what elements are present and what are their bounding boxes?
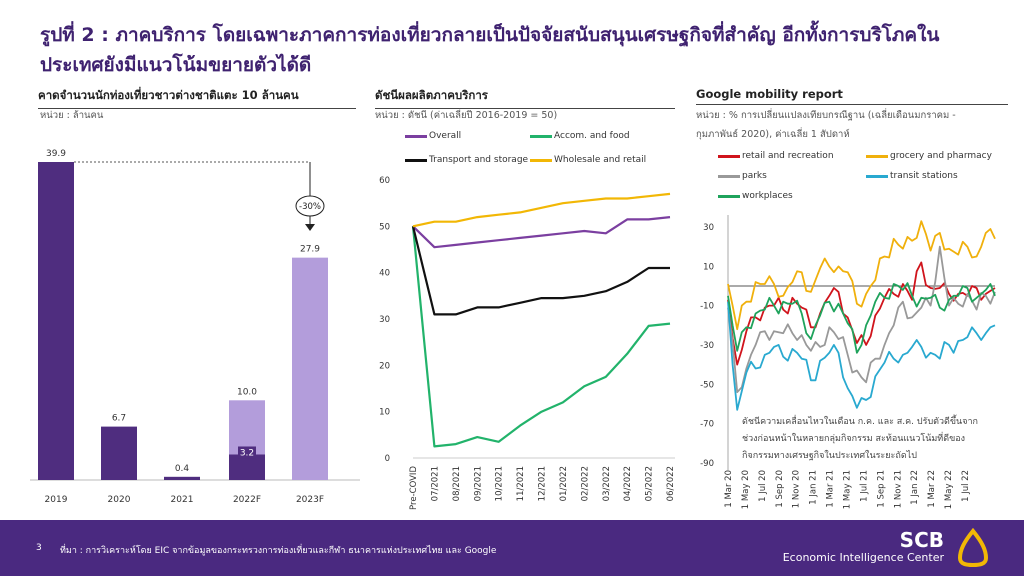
scb-logo-icon bbox=[957, 528, 989, 568]
x-tick: 04/2022 bbox=[623, 466, 633, 501]
y-tick: -90 bbox=[700, 459, 714, 469]
series-workplaces bbox=[727, 282, 996, 354]
x-tick: 1 Jan 21 bbox=[809, 470, 819, 505]
x-tick: Pre-COVID bbox=[409, 466, 419, 510]
legend-transit: transit stations bbox=[866, 171, 958, 181]
x-tick: 1 Mar 22 bbox=[927, 470, 937, 508]
series-parks bbox=[727, 245, 996, 393]
charts-canvas: 39.9 2019 6.7 2020 0.4 2021 10.0 2022F 27.9 2023F… bbox=[30, 149, 996, 510]
x-tick: 06/2022 bbox=[666, 466, 676, 501]
legend-grocery: grocery and pharmacy bbox=[866, 151, 992, 161]
series-overall bbox=[412, 216, 671, 249]
y-tick: 50 bbox=[379, 222, 390, 232]
x-tick: 1 Jul 22 bbox=[961, 470, 971, 502]
y-tick: 10 bbox=[703, 262, 714, 272]
legend-transport: Transport and storage bbox=[405, 155, 528, 165]
series-accom-and-food bbox=[411, 226, 671, 448]
y-tick: 30 bbox=[379, 315, 390, 325]
line-chart-title: ดัชนีผลผลิตภาคบริการ bbox=[375, 87, 675, 109]
x-tick: 1 May 20 bbox=[741, 470, 751, 509]
x-tick: 2022F bbox=[233, 495, 261, 505]
bar-chart-title: คาดจำนวนนักท่องเที่ยวชาวต่างชาติแตะ 10 ล… bbox=[38, 87, 356, 109]
bar-label-actual: 3.2 bbox=[240, 448, 254, 458]
series-retail-and-recreation bbox=[727, 261, 996, 366]
line-chart-unit: หน่วย : ดัชนี (ค่าเฉลี่ยปี 2016-2019 = 5… bbox=[375, 110, 558, 121]
bar-2019 bbox=[38, 162, 74, 480]
bar-label: 0.4 bbox=[175, 464, 190, 474]
legend-wholesale: Wholesale and retail bbox=[530, 155, 646, 165]
bar-chart-unit: หน่วย : ล้านคน bbox=[40, 110, 104, 121]
y-tick: -30 bbox=[700, 341, 714, 351]
bar-2021 bbox=[164, 476, 200, 480]
annotation-bubble bbox=[295, 195, 325, 217]
page-title-line2: ประเทศยังมีแนวโน้มขยายตัวได้ดี bbox=[40, 54, 312, 76]
y-tick: -50 bbox=[700, 380, 714, 390]
x-tick: 1 May 22 bbox=[944, 470, 954, 509]
mobility-note: ดัชนีความเคลื่อนไหวในเดือน ก.ค. และ ส.ค.… bbox=[742, 417, 978, 461]
x-tick: 05/2022 bbox=[645, 466, 655, 501]
page-number: 3 bbox=[36, 543, 42, 553]
x-tick: 01/2022 bbox=[559, 466, 569, 501]
mobility-unit-1: หน่วย : % การเปลี่ยนแปลงเทียบกรณีฐาน (เฉ… bbox=[696, 110, 956, 121]
x-tick: 1 Nov 21 bbox=[893, 470, 903, 508]
legend-retail: retail and recreation bbox=[718, 151, 834, 161]
mobility-chart-title: Google mobility report bbox=[696, 87, 1008, 105]
source-text: ที่มา : การวิเคราะห์โดย EIC จากข้อมูลของ… bbox=[60, 546, 497, 556]
mobility-unit-2: กุมภาพันธ์ 2020), ค่าเฉลี่ย 1 สัปดาห์ bbox=[696, 129, 850, 140]
bar-2020 bbox=[101, 426, 137, 480]
legend-parks: parks bbox=[718, 171, 767, 181]
x-tick: 07/2021 bbox=[430, 466, 440, 501]
x-tick: 12/2021 bbox=[538, 466, 548, 501]
bar-label: 39.9 bbox=[46, 149, 66, 159]
annotation-text: -30% bbox=[299, 202, 321, 212]
x-tick: 02/2022 bbox=[580, 466, 590, 501]
x-tick: 09/2021 bbox=[473, 466, 483, 501]
x-tick: 1 Sep 20 bbox=[775, 470, 785, 508]
bar-2022F-label-bg bbox=[238, 446, 256, 459]
x-tick: 1 Nov 20 bbox=[792, 470, 802, 508]
bar-label: 27.9 bbox=[300, 245, 320, 255]
y-tick: 10 bbox=[379, 408, 390, 418]
legend-accom: Accom. and food bbox=[530, 131, 630, 141]
x-tick: 1 Sep 21 bbox=[876, 470, 886, 508]
y-tick: -70 bbox=[700, 420, 714, 430]
brand-name: SCB bbox=[899, 528, 944, 552]
x-tick: 1 May 21 bbox=[843, 470, 853, 509]
page-title: รูปที่ 2 : ภาคบริการ โดยเฉพาะภาคการท่องเ… bbox=[40, 24, 940, 46]
x-tick: 08/2021 bbox=[452, 466, 462, 501]
x-tick: 1 Jul 21 bbox=[859, 470, 869, 502]
series-wholesale-and-retail bbox=[412, 192, 671, 228]
x-tick: 2020 bbox=[108, 495, 131, 505]
x-tick: 2023F bbox=[296, 495, 324, 505]
y-tick: 20 bbox=[379, 361, 390, 371]
series-transit-stations bbox=[727, 301, 996, 411]
series-grocery-and-pharmacy bbox=[727, 220, 996, 331]
x-tick: 10/2021 bbox=[495, 466, 505, 501]
brand-subtitle: Economic Intelligence Center bbox=[782, 551, 944, 564]
x-tick: 1 Mar 20 bbox=[724, 470, 734, 508]
y-tick: 0 bbox=[385, 454, 390, 464]
x-tick: 1 Jan 22 bbox=[910, 470, 920, 505]
x-tick: 2019 bbox=[45, 495, 68, 505]
y-tick: -10 bbox=[700, 302, 714, 312]
bar-2022F-actual bbox=[229, 454, 265, 480]
x-tick: 1 Mar 21 bbox=[826, 470, 836, 508]
y-tick: 30 bbox=[703, 223, 714, 233]
arrow-head-icon bbox=[305, 224, 315, 231]
x-tick: 1 Jul 20 bbox=[758, 470, 768, 502]
x-tick: 2021 bbox=[171, 495, 194, 505]
footer: 3 ที่มา : การวิเคราะห์โดย EIC จากข้อมูลข… bbox=[0, 520, 1024, 576]
series-transport-and-storage bbox=[411, 226, 670, 316]
bar-label: 10.0 bbox=[237, 387, 257, 397]
y-tick: 40 bbox=[379, 269, 390, 279]
legend-workplaces: workplaces bbox=[718, 191, 793, 201]
bar-label: 6.7 bbox=[112, 414, 126, 424]
bar-2023F bbox=[292, 257, 328, 480]
y-tick: 60 bbox=[379, 176, 390, 186]
x-tick: 11/2021 bbox=[516, 466, 526, 501]
x-tick: 03/2022 bbox=[602, 466, 612, 501]
legend-overall: Overall bbox=[405, 131, 461, 141]
